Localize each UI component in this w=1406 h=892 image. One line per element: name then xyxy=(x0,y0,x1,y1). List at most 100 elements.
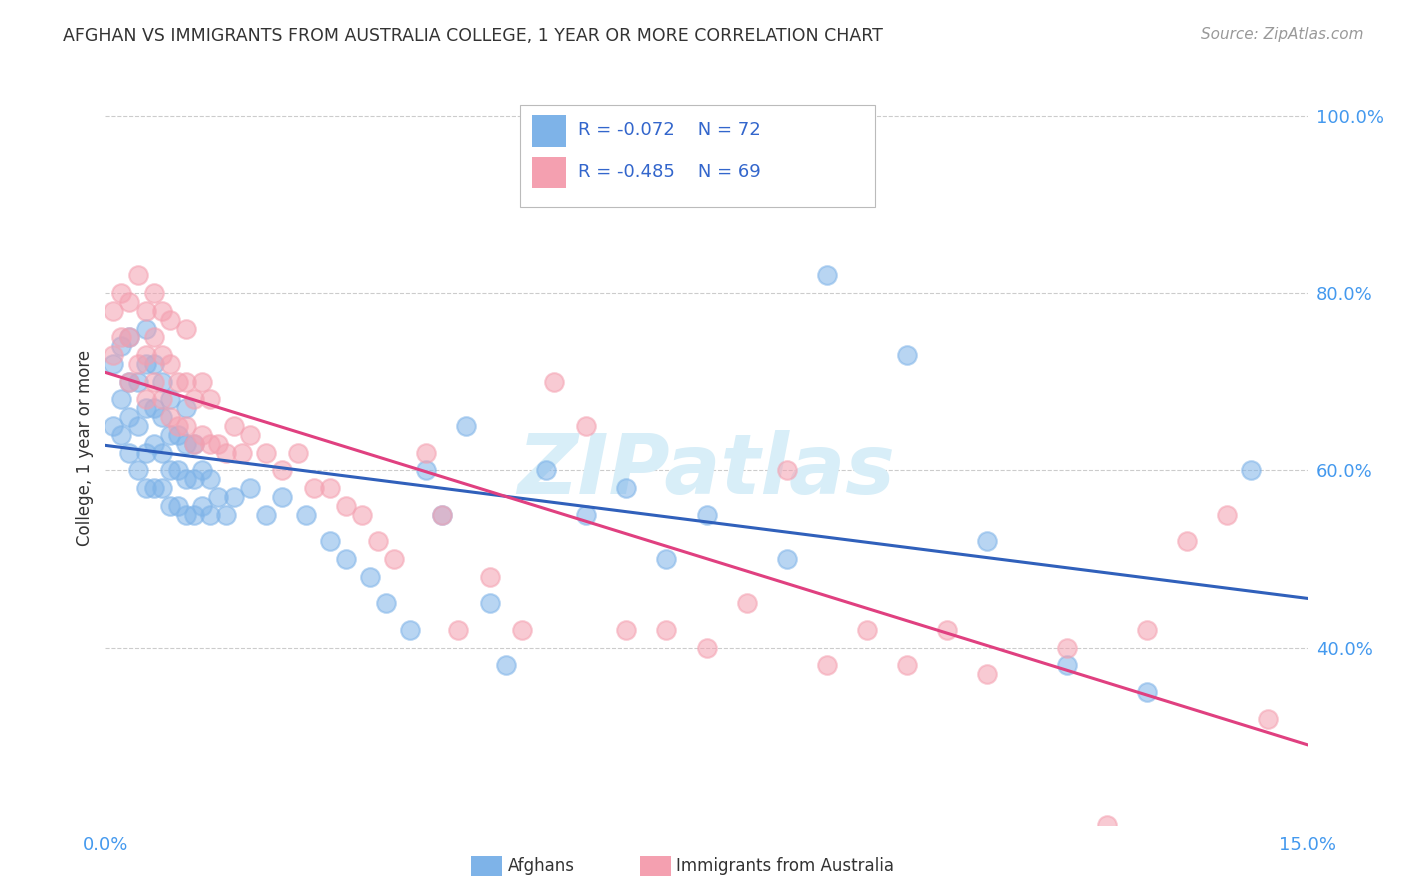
Point xyxy=(616,623,638,637)
Point xyxy=(207,437,229,451)
Point xyxy=(254,445,277,459)
Point xyxy=(447,623,470,637)
Point xyxy=(183,437,205,451)
Point xyxy=(855,623,877,637)
Point xyxy=(183,392,205,407)
Point xyxy=(190,375,212,389)
Point xyxy=(536,463,558,477)
Point xyxy=(183,508,205,522)
Point xyxy=(1136,685,1159,699)
Point xyxy=(103,357,125,371)
Point xyxy=(1240,463,1263,477)
Point xyxy=(198,508,221,522)
Point xyxy=(159,428,181,442)
Point xyxy=(174,401,197,416)
Point xyxy=(319,481,342,495)
Point xyxy=(135,392,157,407)
Point xyxy=(135,321,157,335)
Point xyxy=(479,596,502,610)
Point xyxy=(103,419,125,434)
Point xyxy=(735,596,758,610)
Text: AFGHAN VS IMMIGRANTS FROM AUSTRALIA COLLEGE, 1 YEAR OR MORE CORRELATION CHART: AFGHAN VS IMMIGRANTS FROM AUSTRALIA COLL… xyxy=(63,27,883,45)
Point xyxy=(118,330,141,344)
Point xyxy=(127,268,149,283)
Point xyxy=(815,268,838,283)
Point xyxy=(190,499,212,513)
Point xyxy=(142,330,165,344)
Point xyxy=(335,499,357,513)
FancyBboxPatch shape xyxy=(533,115,565,147)
Point xyxy=(135,357,157,371)
Y-axis label: College, 1 year or more: College, 1 year or more xyxy=(76,351,94,546)
Point xyxy=(896,348,918,362)
Point xyxy=(270,463,292,477)
Text: ZIPatlas: ZIPatlas xyxy=(517,430,896,511)
Point xyxy=(976,667,998,681)
Point xyxy=(1056,658,1078,673)
Point xyxy=(287,445,309,459)
Point xyxy=(254,508,277,522)
Point xyxy=(335,552,357,566)
Point xyxy=(127,375,149,389)
Point xyxy=(415,463,437,477)
Point xyxy=(207,490,229,504)
Point xyxy=(270,490,292,504)
Point xyxy=(174,419,197,434)
Point xyxy=(166,375,188,389)
Point xyxy=(118,445,141,459)
Point xyxy=(166,499,188,513)
Point xyxy=(150,375,173,389)
Point xyxy=(198,437,221,451)
Point xyxy=(655,552,678,566)
Point xyxy=(174,508,197,522)
Point xyxy=(118,375,141,389)
Point xyxy=(350,508,373,522)
FancyBboxPatch shape xyxy=(533,156,565,188)
Point xyxy=(135,401,157,416)
Point xyxy=(159,312,181,326)
Point xyxy=(616,481,638,495)
Point xyxy=(359,570,381,584)
Point xyxy=(214,508,236,522)
Point xyxy=(399,623,422,637)
Text: Afghans: Afghans xyxy=(508,857,575,875)
FancyBboxPatch shape xyxy=(520,105,875,207)
Text: Immigrants from Australia: Immigrants from Australia xyxy=(676,857,894,875)
Point xyxy=(118,330,141,344)
Point xyxy=(936,623,959,637)
Point xyxy=(1177,534,1199,549)
Point xyxy=(456,419,478,434)
Point xyxy=(1136,623,1159,637)
Point xyxy=(142,375,165,389)
Point xyxy=(295,508,318,522)
Point xyxy=(135,445,157,459)
Point xyxy=(110,339,132,353)
Point xyxy=(110,428,132,442)
Point xyxy=(319,534,342,549)
Point xyxy=(135,303,157,318)
Point xyxy=(166,463,188,477)
Point xyxy=(150,348,173,362)
Point xyxy=(479,570,502,584)
Point xyxy=(142,286,165,301)
Point xyxy=(127,419,149,434)
Point xyxy=(375,596,398,610)
Point xyxy=(367,534,389,549)
Point xyxy=(430,508,453,522)
Point xyxy=(976,534,998,549)
Point xyxy=(430,508,453,522)
Point xyxy=(1216,508,1239,522)
Point xyxy=(190,428,212,442)
Point xyxy=(239,481,262,495)
Point xyxy=(166,428,188,442)
Point xyxy=(142,481,165,495)
Point xyxy=(135,348,157,362)
Point xyxy=(1056,640,1078,655)
Text: R = -0.072    N = 72: R = -0.072 N = 72 xyxy=(578,121,761,139)
Point xyxy=(510,623,533,637)
Point xyxy=(159,410,181,425)
Point xyxy=(159,499,181,513)
Point xyxy=(655,623,678,637)
Point xyxy=(150,481,173,495)
Point xyxy=(159,392,181,407)
